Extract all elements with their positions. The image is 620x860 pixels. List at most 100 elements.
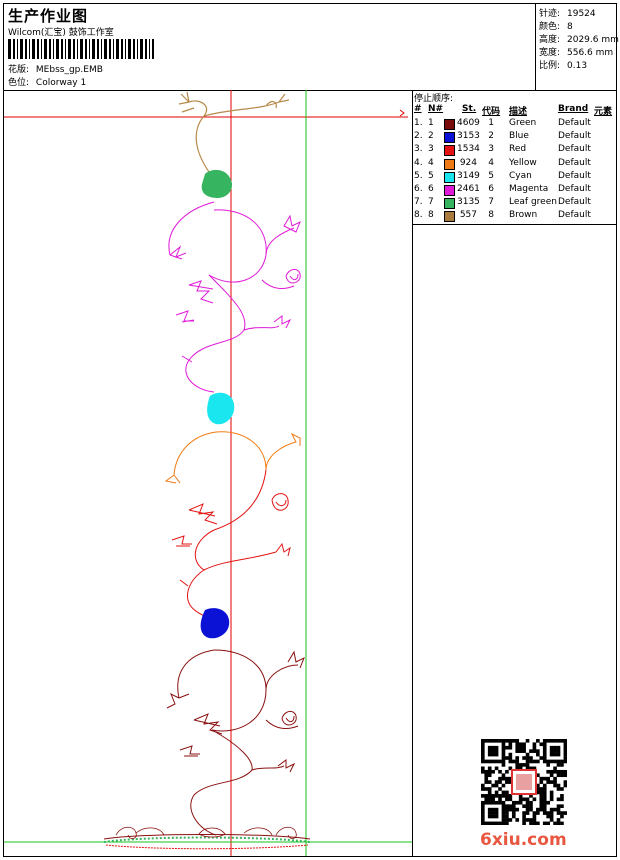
color-swatch bbox=[444, 158, 455, 170]
cell-stitches: 3153 bbox=[457, 131, 480, 142]
cell-description: Green bbox=[509, 118, 537, 128]
cell-no: 3 bbox=[428, 144, 434, 155]
company-name: Wilcom(汇宝) 鼓饰工作室 bbox=[8, 28, 114, 38]
cell-stop: 6. bbox=[414, 184, 423, 194]
cell-stitches: 924 bbox=[459, 157, 477, 168]
col-stitches: St. bbox=[462, 104, 477, 114]
color-swatch bbox=[444, 198, 455, 210]
red-vine bbox=[171, 469, 291, 626]
brown-vine bbox=[178, 91, 290, 173]
stop-table-row: 6. 6 2461 6 Magenta Default bbox=[414, 184, 614, 197]
cell-stitches: 3149 bbox=[457, 170, 480, 181]
color-swatch bbox=[444, 119, 455, 130]
color-swatch bbox=[444, 132, 455, 144]
cell-no: 7 bbox=[428, 197, 434, 208]
cell-code: 3 bbox=[488, 144, 494, 155]
cell-stop: 5. bbox=[414, 170, 423, 181]
guide-arrow-icon bbox=[399, 109, 405, 117]
stop-table-row: 8. 8 557 8 Brown Default bbox=[414, 210, 614, 223]
stat-colors: 颜色: 8 bbox=[539, 22, 573, 32]
cell-description: Yellow bbox=[509, 157, 537, 168]
cell-no: 8 bbox=[428, 210, 434, 221]
magenta-vine bbox=[168, 201, 301, 393]
cell-brand: Default bbox=[558, 184, 591, 194]
cell-code: 4 bbox=[488, 157, 494, 168]
pattern-line: 花版: MEbss_gp.EMB bbox=[8, 62, 103, 75]
col-no: N# bbox=[428, 104, 444, 114]
color-swatch bbox=[444, 211, 455, 223]
cell-stop: 8. bbox=[414, 210, 423, 221]
header: 生产作业图 Wilcom(汇宝) 鼓饰工作室 花版: MEbss_gp.EMB … bbox=[4, 4, 619, 91]
col-brand: Brand bbox=[558, 104, 589, 114]
cell-stop: 4. bbox=[414, 157, 423, 168]
cell-no: 6 bbox=[428, 184, 434, 194]
watermark-text: 6xiu.com bbox=[480, 830, 567, 850]
stop-table-row: 7. 7 3135 7 Leaf green Default bbox=[414, 197, 614, 210]
dark-red-vine bbox=[166, 649, 305, 836]
cell-stop: 7. bbox=[414, 197, 423, 208]
cell-code: 2 bbox=[488, 131, 494, 142]
embroidery-artwork bbox=[4, 90, 412, 856]
base-border-ornament bbox=[103, 826, 311, 850]
cell-description: Cyan bbox=[509, 170, 532, 181]
stop-sequence-title: 停止顺序: bbox=[414, 94, 454, 104]
color-swatch bbox=[444, 185, 455, 196]
cell-no: 1 bbox=[428, 118, 434, 128]
color-swatch bbox=[444, 171, 455, 183]
cell-brand: Default bbox=[558, 157, 591, 168]
cell-no: 5 bbox=[428, 170, 434, 181]
stop-table-row: 4. 4 924 4 Yellow Default bbox=[414, 158, 614, 171]
stats-panel: 针迹: 19524 颜色: 8 高度: 2029.6 mm 宽度: 556.6 mm 比… bbox=[535, 4, 619, 90]
cell-brand: Default bbox=[558, 170, 591, 181]
stop-sequence-panel: 停止顺序: # N# St. 代码 描述 Brand 元素 1. 1 4609 1 Gr… bbox=[412, 90, 616, 225]
cell-stitches: 4609 bbox=[457, 118, 480, 128]
cell-stitches: 557 bbox=[459, 210, 477, 221]
stop-table-row: 2. 2 3153 2 Blue Default bbox=[414, 131, 614, 144]
colorway-value: Colorway 1 bbox=[35, 78, 87, 88]
col-description: 描述 bbox=[509, 107, 528, 117]
cell-description: Brown bbox=[509, 210, 538, 221]
cell-brand: Default bbox=[558, 197, 591, 208]
stop-table-row: 3. 3 1534 3 Red Default bbox=[414, 144, 614, 157]
leaf-green-leaf bbox=[201, 169, 233, 198]
pattern-value: MEbss_gp.EMB bbox=[35, 65, 103, 75]
cell-brand: Default bbox=[558, 131, 591, 142]
cell-description: Red bbox=[509, 144, 527, 155]
stop-table-header: # N# St. 代码 描述 Brand 元素 bbox=[414, 104, 614, 117]
colorway-line: 色位: Colorway 1 bbox=[8, 75, 86, 88]
cyan-leaf bbox=[207, 392, 235, 425]
stop-table-row: 5. 5 3149 5 Cyan Default bbox=[414, 171, 614, 184]
cell-code: 1 bbox=[488, 118, 494, 128]
cell-code: 7 bbox=[488, 197, 494, 208]
col-stop: # bbox=[414, 104, 422, 114]
stat-scale: 比例: 0.13 bbox=[539, 61, 588, 71]
col-code: 代码 bbox=[482, 107, 501, 117]
blue-leaf bbox=[200, 608, 230, 639]
col-element: 元素 bbox=[594, 107, 613, 117]
cell-stitches: 3135 bbox=[457, 197, 480, 208]
cell-brand: Default bbox=[558, 118, 591, 128]
color-swatch bbox=[444, 145, 455, 157]
cell-stop: 3. bbox=[414, 144, 423, 155]
cell-brand: Default bbox=[558, 210, 591, 221]
barcode-image bbox=[8, 39, 154, 59]
design-preview bbox=[4, 90, 413, 856]
qr-code-image bbox=[481, 739, 567, 825]
stat-width: 宽度: 556.6 mm bbox=[539, 48, 614, 58]
cell-description: Leaf green bbox=[509, 197, 557, 208]
production-sheet: 生产作业图 Wilcom(汇宝) 鼓饰工作室 花版: MEbss_gp.EMB … bbox=[3, 3, 619, 857]
cell-description: Blue bbox=[509, 131, 529, 142]
stop-table-row: 1. 1 4609 1 Green Default bbox=[414, 118, 614, 131]
cell-code: 6 bbox=[488, 184, 494, 194]
stat-height: 高度: 2029.6 mm bbox=[539, 35, 619, 45]
cell-code: 8 bbox=[488, 210, 494, 221]
cell-no: 2 bbox=[428, 131, 434, 142]
cell-no: 4 bbox=[428, 157, 434, 168]
cell-description: Magenta bbox=[509, 184, 549, 194]
pattern-label: 花版: bbox=[8, 65, 30, 75]
cell-code: 5 bbox=[488, 170, 494, 181]
colorway-label: 色位: bbox=[8, 78, 30, 88]
cell-stop: 1. bbox=[414, 118, 423, 128]
orange-vine bbox=[164, 431, 301, 484]
page-title: 生产作业图 bbox=[8, 7, 89, 25]
